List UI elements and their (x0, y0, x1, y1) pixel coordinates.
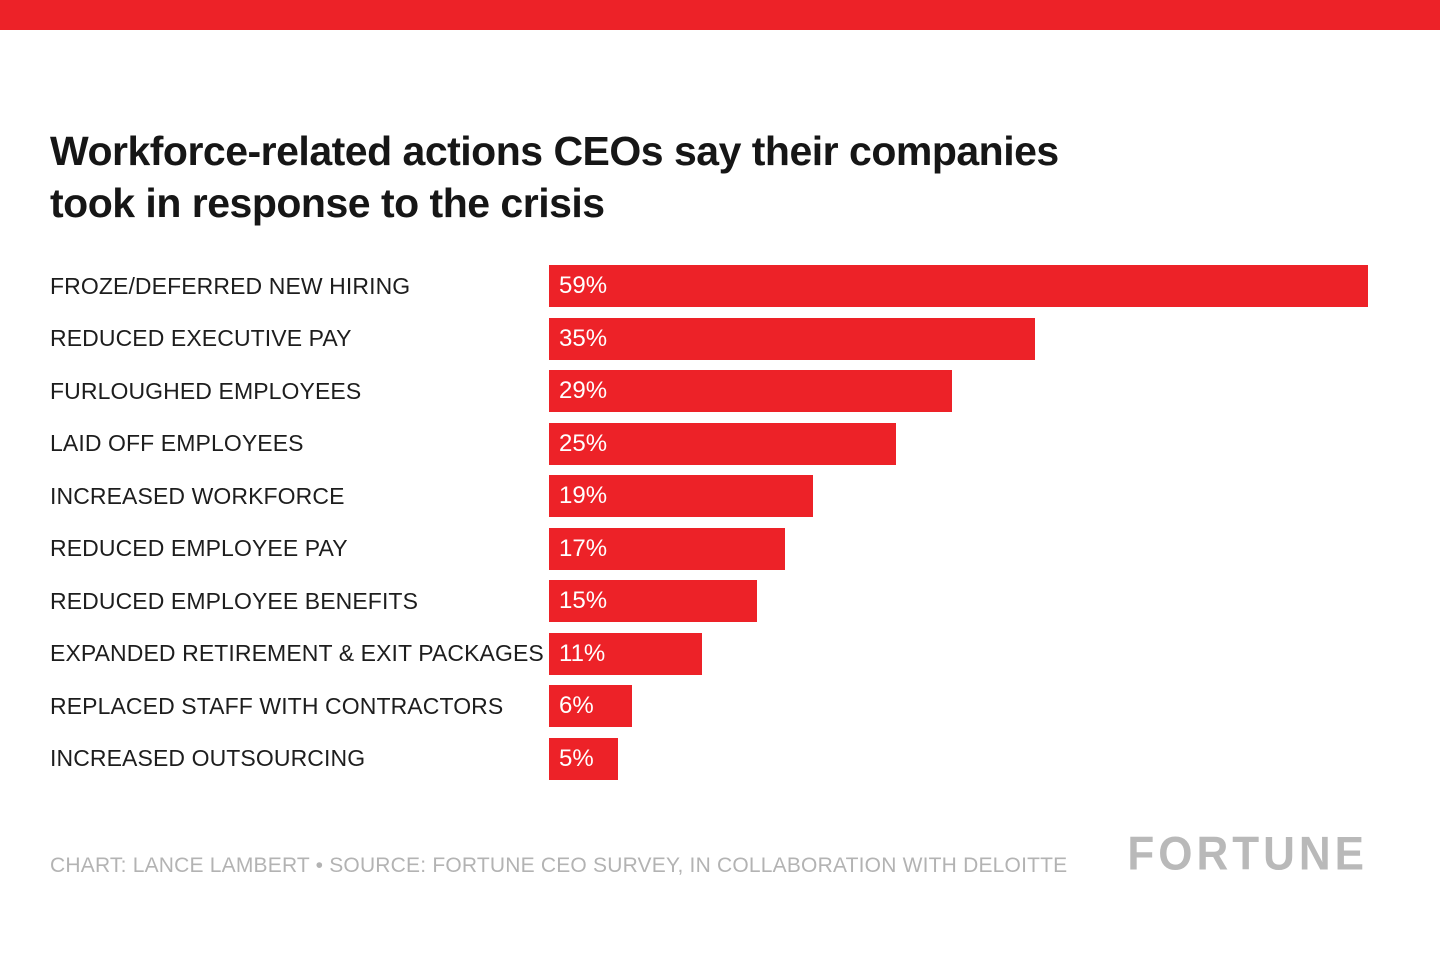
bar-value: 15% (559, 587, 608, 615)
bar-label: EXPANDED RETIREMENT & EXIT PACKAGES (50, 640, 544, 667)
bar-label: LAID OFF EMPLOYEES (50, 430, 304, 457)
bar-value: 11% (559, 639, 606, 667)
chart-row: INCREASED OUTSOURCING 5% (50, 737, 1368, 780)
bar-track: 17% (549, 527, 1368, 570)
chart-row: FROZE/DEFERRED NEW HIRING 59% (50, 265, 1368, 308)
bar-track: 6% (549, 685, 1368, 728)
bar-value: 59% (559, 272, 608, 300)
chart-row: INCREASED WORKFORCE 19% (50, 475, 1368, 518)
bar-track: 29% (549, 370, 1368, 413)
fortune-logo: FORTUNE (1127, 827, 1368, 880)
bar-track: 35% (549, 317, 1368, 360)
bar-track: 11% (549, 632, 1368, 675)
bar-label: REDUCED EMPLOYEE BENEFITS (50, 587, 419, 614)
chart-footer: CHART: LANCE LAMBERT • SOURCE: FORTUNE C… (50, 830, 1368, 878)
chart-row: REDUCED EXECUTIVE PAY 35% (50, 317, 1368, 360)
bar-label: INCREASED WORKFORCE (50, 482, 345, 509)
bar-value: 29% (559, 377, 608, 405)
top-accent-bar (0, 0, 1440, 30)
chart-row: REDUCED EMPLOYEE PAY 17% (50, 527, 1368, 570)
bar-label: FROZE/DEFERRED NEW HIRING (50, 272, 411, 299)
bar: 29% (549, 370, 952, 413)
chart-title: Workforce-related actions CEOs say their… (50, 126, 1368, 229)
bar-label: REDUCED EMPLOYEE PAY (50, 535, 348, 562)
chart-row: FURLOUGHED EMPLOYEES 29% (50, 370, 1368, 413)
bar-track: 5% (549, 737, 1368, 780)
bar: 35% (549, 317, 1035, 360)
bar-value: 25% (559, 429, 608, 457)
bar: 15% (549, 580, 758, 623)
bar-value: 17% (559, 534, 608, 562)
chart-row: REPLACED STAFF WITH CONTRACTORS 6% (50, 685, 1368, 728)
bar-track: 19% (549, 475, 1368, 518)
chart-title-line-1: Workforce-related actions CEOs say their… (50, 128, 1059, 174)
bar-label: REPLACED STAFF WITH CONTRACTORS (50, 692, 504, 719)
bar-label: REDUCED EXECUTIVE PAY (50, 325, 352, 352)
bar-value: 6% (559, 692, 594, 720)
bar: 6% (549, 685, 633, 728)
chart-title-line-2: took in response to the crisis (50, 179, 605, 226)
chart-row: REDUCED EMPLOYEE BENEFITS 15% (50, 580, 1368, 623)
bar-value: 35% (559, 324, 608, 352)
bar: 25% (549, 422, 897, 465)
bar-value: 19% (559, 482, 608, 510)
bar: 59% (549, 265, 1368, 308)
bar: 11% (549, 632, 702, 675)
chart-credit: CHART: LANCE LAMBERT • SOURCE: FORTUNE C… (50, 853, 1068, 877)
chart-row: EXPANDED RETIREMENT & EXIT PACKAGES 11% (50, 632, 1368, 675)
bar-track: 59% (549, 265, 1368, 308)
bar-value: 5% (559, 744, 594, 772)
bar: 5% (549, 737, 619, 780)
chart-container: Workforce-related actions CEOs say their… (0, 30, 1440, 878)
bar: 19% (549, 475, 813, 518)
bar-label: FURLOUGHED EMPLOYEES (50, 377, 362, 404)
bar-chart: FROZE/DEFERRED NEW HIRING 59% REDUCED EXEC… (50, 265, 1368, 780)
bar: 17% (549, 527, 785, 570)
chart-row: LAID OFF EMPLOYEES 25% (50, 422, 1368, 465)
bar-track: 25% (549, 422, 1368, 465)
bar-track: 15% (549, 580, 1368, 623)
bar-label: INCREASED OUTSOURCING (50, 745, 366, 772)
